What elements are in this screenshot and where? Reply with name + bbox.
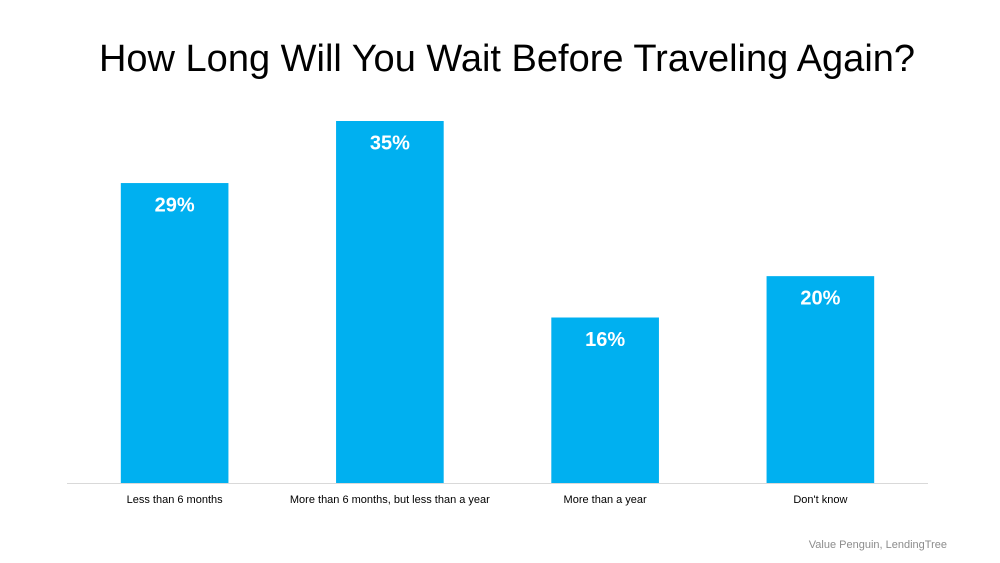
value-label: 16%	[585, 329, 625, 351]
x-tick-label: More than a year	[564, 494, 647, 506]
bar	[120, 183, 229, 484]
value-label: 20%	[800, 287, 840, 309]
value-label: 35%	[370, 132, 410, 154]
source: Value Penguin, LendingTree	[809, 539, 947, 551]
x-tick-label: Don't know	[793, 494, 847, 506]
x-tick-label: Less than 6 months	[127, 494, 224, 506]
bar	[551, 317, 659, 483]
chart-title: How Long Will You Wait Before Traveling …	[99, 38, 915, 80]
x-tick-label: More than 6 months, but less than a year	[290, 494, 490, 506]
bar	[766, 276, 875, 483]
bar	[336, 121, 444, 483]
value-label: 29%	[155, 194, 195, 216]
